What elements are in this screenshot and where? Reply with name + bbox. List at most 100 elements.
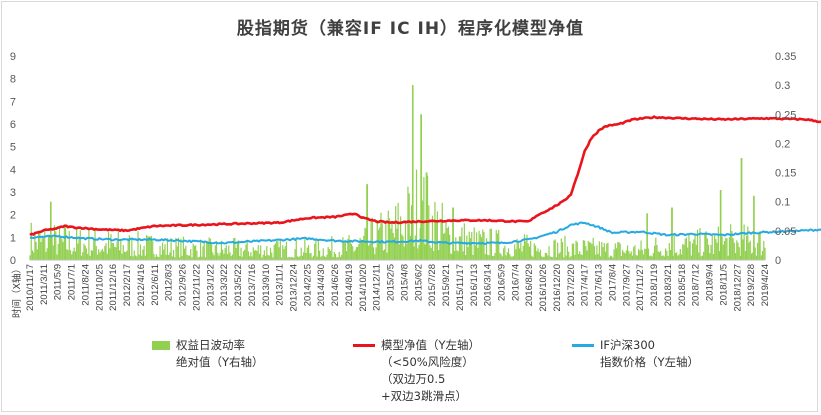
volatility-bar (531, 255, 533, 260)
volatility-bar (287, 257, 289, 260)
volatility-bar (456, 250, 458, 260)
volatility-bar (472, 254, 474, 260)
volatility-bar (350, 243, 353, 260)
volatility-bar (249, 256, 251, 260)
volatility-bar (84, 245, 86, 260)
volatility-bar (71, 254, 73, 260)
volatility-bar (164, 244, 166, 260)
x-tick-label: 2018/7/12 (691, 264, 702, 306)
volatility-bar (431, 215, 434, 260)
volatility-bar (601, 241, 603, 260)
volatility-bar (77, 243, 79, 260)
volatility-bar (245, 244, 247, 260)
volatility-bar (749, 240, 751, 260)
volatility-spike-bar (411, 85, 414, 261)
x-tick-label: 2012/2/17 (122, 264, 133, 306)
x-tick-label: 2011/10/25 (94, 264, 105, 311)
volatility-bar (455, 237, 457, 260)
volatility-bar (311, 257, 313, 260)
volatility-bar (212, 252, 214, 260)
volatility-bar (339, 256, 342, 260)
y-left-tick-label: 4 (10, 164, 16, 176)
volatility-bar (435, 222, 437, 260)
model-nav-line (29, 115, 821, 237)
volatility-bar (566, 246, 569, 260)
volatility-bar (114, 246, 116, 260)
volatility-spike-bar (425, 172, 428, 260)
volatility-bar (41, 235, 43, 260)
volatility-bar (548, 246, 550, 260)
volatility-bar (413, 246, 415, 260)
volatility-bar (236, 241, 238, 260)
volatility-bar (326, 254, 328, 260)
volatility-bar (188, 255, 191, 260)
volatility-bar (72, 251, 74, 260)
volatility-bar (629, 253, 631, 260)
volatility-bar (615, 248, 618, 260)
volatility-bar (325, 257, 327, 260)
volatility-bar (696, 229, 699, 260)
volatility-bar (471, 232, 473, 260)
volatility-bar (619, 243, 621, 260)
volatility-bar (305, 252, 307, 260)
volatility-bar (554, 239, 556, 260)
volatility-bar (705, 231, 707, 260)
volatility-bar (690, 255, 692, 260)
volatility-bar (322, 248, 324, 260)
volatility-bar (364, 227, 366, 260)
volatility-bar (499, 252, 501, 260)
volatility-bar (348, 235, 350, 260)
volatility-bar (585, 246, 587, 260)
volatility-bar (710, 244, 712, 260)
y-left-tick-label: 0 (10, 255, 16, 267)
x-tick-label: 2012/8/3 (164, 264, 175, 301)
volatility-bar (276, 240, 278, 260)
volatility-bar (347, 239, 349, 260)
volatility-bar (277, 241, 279, 260)
volatility-bar (423, 177, 425, 260)
volatility-bar (534, 245, 537, 260)
volatility-bar (261, 257, 263, 260)
volatility-bar (83, 243, 85, 260)
volatility-bar (37, 232, 40, 260)
volatility-bar (157, 256, 159, 260)
volatility-bar (149, 236, 151, 260)
volatility-bar (58, 225, 61, 260)
volatility-bar (760, 255, 762, 260)
volatility-bar (171, 256, 173, 260)
volatility-bar (60, 237, 62, 260)
volatility-bar (560, 238, 562, 260)
volatility-bar (728, 237, 731, 260)
x-tick-label: 2012/11/22 (191, 264, 202, 311)
volatility-bar (392, 232, 394, 260)
volatility-bar (272, 257, 274, 260)
x-tick-label: 2015/6/2 (413, 264, 424, 301)
volatility-bar (123, 251, 126, 260)
volatility-bar (625, 250, 627, 260)
volatility-bar (312, 255, 315, 260)
volatility-bar (385, 220, 387, 260)
y-left-tick-label: 9 (10, 51, 16, 63)
x-tick-label: 2013/3/22 (219, 264, 230, 306)
volatility-bar (622, 249, 624, 260)
volatility-bar (652, 253, 654, 260)
volatility-bar (704, 233, 706, 260)
volatility-bar (657, 251, 659, 260)
volatility-bar (296, 256, 299, 260)
volatility-bar (626, 245, 629, 260)
volatility-bar (701, 255, 704, 260)
volatility-bar (408, 193, 410, 260)
volatility-bar (580, 254, 582, 260)
volatility-bar (597, 254, 599, 260)
volatility-bar (99, 252, 101, 260)
volatility-bar (706, 238, 708, 260)
volatility-bar (680, 254, 683, 260)
volatility-bar (591, 244, 593, 260)
volatility-bar (634, 245, 636, 260)
volatility-bar (301, 255, 304, 260)
volatility-bar (42, 238, 45, 260)
volatility-bar (57, 243, 59, 260)
legend-volatility-label: 权益日波动率 绝对值（Y右轴） (176, 338, 264, 369)
volatility-bar (487, 254, 489, 260)
volatility-bar (518, 248, 521, 260)
